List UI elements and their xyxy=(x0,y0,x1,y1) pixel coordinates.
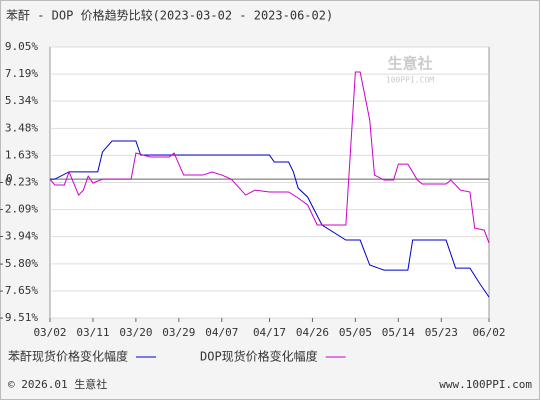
footer-right: www.100PPI.com xyxy=(439,378,532,391)
x-tick-label: 03/20 xyxy=(119,326,152,339)
y-tick-label: 9.05% xyxy=(5,40,38,53)
x-tick-label: 05/14 xyxy=(382,326,415,339)
y-tick-label: -2.09% xyxy=(0,203,38,216)
y-tick-label: 5.34% xyxy=(5,94,38,107)
zero-label: 0 xyxy=(6,172,13,185)
y-tick-label: 1.63% xyxy=(5,148,38,161)
y-tick-label: 3.48% xyxy=(5,121,38,134)
y-tick-label: 7.19% xyxy=(5,67,38,80)
x-tick-label: 05/23 xyxy=(425,326,458,339)
chart-title: 苯酐 - DOP 价格趋势比较(2023-03-02 - 2023-06-02) xyxy=(6,8,333,23)
legend-label: 苯酐现货价格变化幅度 xyxy=(8,349,128,364)
x-tick-label: 06/02 xyxy=(472,326,505,339)
x-tick-label: 05/05 xyxy=(339,326,372,339)
footer-left: © 2026.01 生意社 xyxy=(8,377,107,391)
y-tick-label: -5.80% xyxy=(0,257,38,270)
x-tick-label: 04/17 xyxy=(253,326,286,339)
series-line xyxy=(50,140,490,298)
y-tick-label: -0.23% xyxy=(0,176,38,189)
x-tick-label: 03/11 xyxy=(76,326,109,339)
watermark: 生意社 xyxy=(387,55,432,73)
y-tick-label: -9.51% xyxy=(0,311,38,324)
legend-label: DOP现货价格变化幅度 xyxy=(200,349,318,364)
x-tick-label: 03/29 xyxy=(162,326,195,339)
y-tick-label: -7.65% xyxy=(0,284,38,297)
series-line xyxy=(49,71,490,244)
y-tick-label: -3.94% xyxy=(0,230,38,243)
x-tick-label: 04/26 xyxy=(296,326,329,339)
x-tick-label: 04/07 xyxy=(205,326,238,339)
x-tick-label: 03/02 xyxy=(33,326,66,339)
watermark-sub: 100PPI.COM xyxy=(386,76,434,85)
